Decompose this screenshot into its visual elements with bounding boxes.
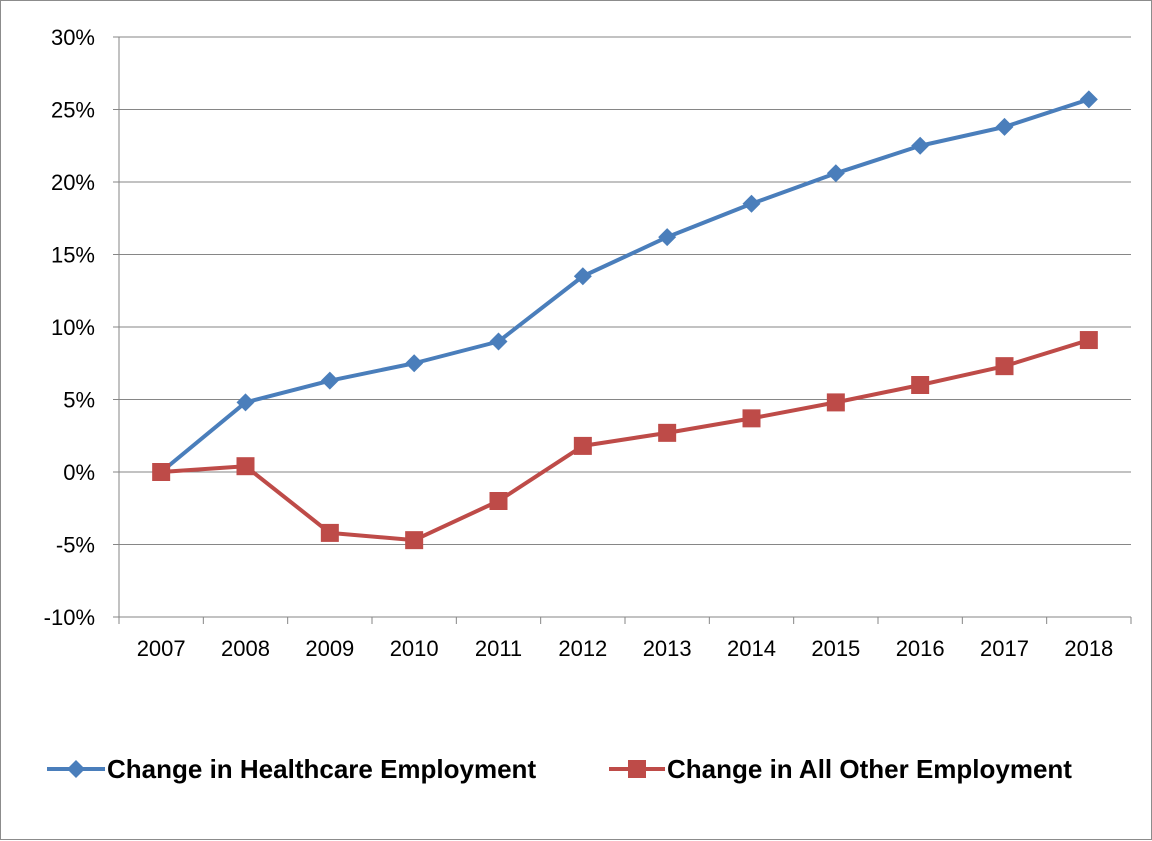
x-tick-label: 2014 xyxy=(727,636,776,661)
x-tick-label: 2016 xyxy=(896,636,945,661)
x-tick-label: 2018 xyxy=(1064,636,1113,661)
x-tick-label: 2011 xyxy=(475,636,522,661)
series-line-2 xyxy=(161,338,1090,543)
data-point-all-other xyxy=(995,357,1014,376)
y-tick-label: 20% xyxy=(51,170,95,195)
data-point-all-other xyxy=(742,409,761,428)
x-tick-label: 2015 xyxy=(811,636,860,661)
legend-marker-diamond xyxy=(67,760,85,778)
data-point-healthcare xyxy=(236,393,255,412)
data-point-all-other xyxy=(573,436,592,455)
data-point-all-other xyxy=(1079,331,1098,350)
y-tick-label: 5% xyxy=(63,388,95,413)
data-point-healthcare xyxy=(742,194,761,213)
x-tick-label: 2009 xyxy=(305,636,354,661)
data-point-healthcare xyxy=(911,136,930,155)
series-line-1 xyxy=(159,97,1090,474)
data-point-healthcare xyxy=(826,164,845,183)
y-tick-label: -5% xyxy=(56,533,95,558)
x-tick-label: 2010 xyxy=(390,636,439,661)
y-tick-label: 25% xyxy=(51,98,95,123)
data-point-all-other xyxy=(911,376,930,394)
y-tick-label: -10% xyxy=(44,605,95,630)
y-tick-label: 10% xyxy=(51,315,95,340)
x-tick-label: 2012 xyxy=(558,636,607,661)
data-point-healthcare xyxy=(995,117,1014,136)
x-tick-label: 2017 xyxy=(980,636,1029,661)
data-point-healthcare xyxy=(489,332,508,351)
data-point-healthcare xyxy=(573,267,592,286)
legend-label: Change in All Other Employment xyxy=(667,754,1072,784)
data-point-all-other xyxy=(152,463,171,481)
y-tick-label: 0% xyxy=(63,460,95,485)
data-point-healthcare xyxy=(320,371,339,390)
data-point-all-other xyxy=(320,523,339,542)
data-point-all-other xyxy=(236,457,255,476)
data-point-all-other xyxy=(658,423,677,442)
data-point-healthcare xyxy=(658,228,677,247)
legend-marker-square xyxy=(628,760,646,778)
data-point-healthcare xyxy=(1079,90,1098,109)
data-point-all-other xyxy=(489,492,508,510)
y-tick-label: 30% xyxy=(51,25,95,50)
x-tick-label: 2008 xyxy=(221,636,270,661)
legend-label: Change in Healthcare Employment xyxy=(107,754,536,784)
y-tick-label: 15% xyxy=(51,243,95,268)
data-point-all-other xyxy=(826,393,845,412)
x-tick-label: 2007 xyxy=(137,636,186,661)
x-tick-label: 2013 xyxy=(643,636,692,661)
data-point-all-other xyxy=(405,531,424,550)
data-point-healthcare xyxy=(405,354,424,373)
